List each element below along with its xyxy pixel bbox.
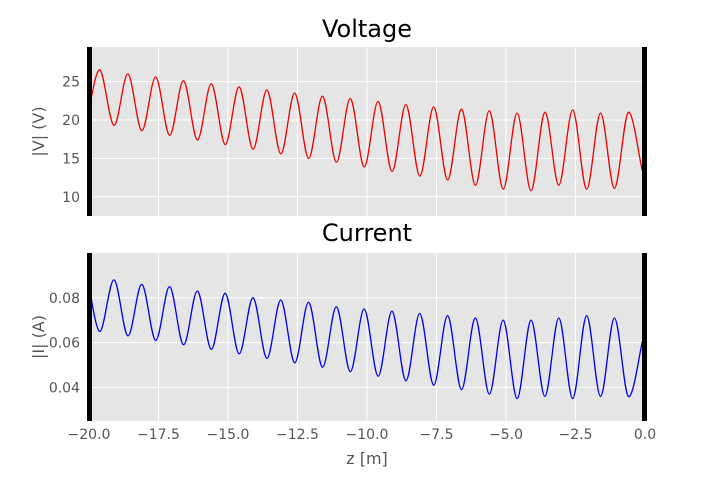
- y-tick-label: 20: [62, 113, 80, 129]
- voltage-panel: 10 15 20 25 Voltage |V| (V): [29, 15, 647, 216]
- x-tick-label: 0.0: [634, 427, 656, 443]
- x-tick-label: −17.5: [137, 427, 180, 443]
- x-tick-label: −5.0: [489, 427, 523, 443]
- right-boundary-bar: [642, 253, 647, 421]
- chart-title: Voltage: [322, 15, 412, 43]
- y-tick-label: 25: [62, 75, 80, 91]
- x-tick-label: −2.5: [559, 427, 593, 443]
- x-tick-label: −20.0: [68, 427, 111, 443]
- y-tick-label: 0.04: [49, 380, 80, 396]
- data-line: [88, 69, 646, 192]
- data-line: [88, 279, 646, 400]
- chart-title: Current: [322, 219, 412, 247]
- x-axis-label: z [m]: [346, 449, 388, 468]
- x-tick-label: −7.5: [420, 427, 454, 443]
- left-boundary-bar: [87, 47, 92, 216]
- y-tick-label: 0.08: [49, 291, 80, 307]
- x-tick-label: −12.5: [276, 427, 319, 443]
- right-boundary-bar: [642, 47, 647, 216]
- y-axis-label: |I| (A): [29, 315, 48, 359]
- x-tick-label: −15.0: [207, 427, 250, 443]
- current-panel: 0.04 0.06 0.08 −20.0 −17.5 −15.0 −12.5 −10.0 −7.…: [29, 219, 656, 468]
- y-tick-label: 10: [62, 190, 80, 206]
- x-tick-label: −10.0: [346, 427, 389, 443]
- y-tick-label: 15: [62, 151, 80, 167]
- left-boundary-bar: [87, 253, 92, 421]
- y-axis-label: |V| (V): [29, 106, 48, 156]
- y-tick-label: 0.06: [49, 336, 80, 352]
